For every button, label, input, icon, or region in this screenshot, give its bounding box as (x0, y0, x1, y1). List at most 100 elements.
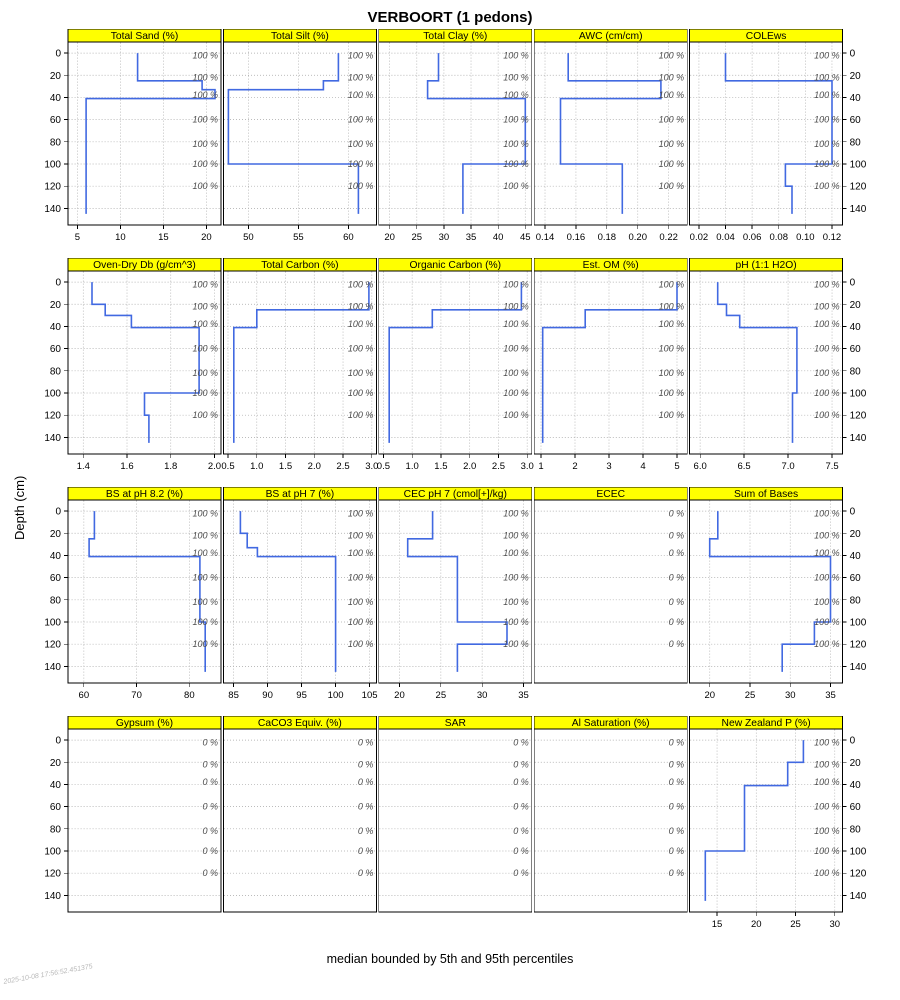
contributing-fraction-label: 100 % (503, 639, 529, 649)
contributing-fraction-label: 100 % (192, 617, 218, 627)
panel-frame (222, 270, 377, 455)
panel-frame (67, 728, 222, 913)
panel-frame (67, 41, 222, 226)
contributing-fraction-label: 100 % (659, 72, 685, 82)
x-tick-label: 1.5 (434, 461, 447, 472)
depth-tick-label-left: 100 (44, 160, 61, 171)
x-tick-label: 6.5 (738, 461, 751, 472)
panel-cec-ph-7-cmol-kg: CEC pH 7 (cmol[+]/kg) 20 25 30 35 100 % 100 % 1… (378, 487, 533, 701)
panel-title: Est. OM (%) (583, 260, 639, 271)
depth-tick-label-right: 60 (850, 344, 862, 355)
panel-row-3: BS at pH 8.2 (%) 60 70 80 0 20 40 60 80 100 120 140… (44, 487, 867, 701)
contributing-fraction-label: 100 % (348, 301, 374, 311)
panel-oven-dry-db-g-cm-3: Oven-Dry Db (g/cm^3) 1.4 1.6 1.8 2.0 0 20 40 60 8… (44, 258, 222, 472)
depth-tick-label-right: 20 (850, 300, 862, 311)
panel-total-carbon: Total Carbon (%) 0.5 1.0 1.5 2.0 2.5 3.0 100 % 1… (221, 258, 378, 472)
contributing-fraction-label: 100 % (814, 759, 840, 769)
panel-ph-1-1-h2o: pH (1:1 H2O) 6.0 6.5 7.0 7.5 0 20 40 60 80 100 120 1… (689, 258, 867, 472)
profile-line (708, 511, 832, 672)
contributing-fraction-label: 100 % (503, 617, 529, 627)
contributing-fraction-label: 100 % (503, 159, 529, 169)
profile-line (541, 282, 678, 443)
contributing-fraction-label: 100 % (192, 508, 218, 518)
depth-tick-label-left: 100 (44, 389, 61, 400)
x-tick-label: 1.5 (279, 461, 292, 472)
contributing-fraction-label: 0 % (669, 617, 685, 627)
contributing-fraction-label: 100 % (192, 181, 218, 191)
contributing-fraction-label: 100 % (503, 573, 529, 583)
x-tick-label: 85 (228, 690, 239, 701)
panel-frame (533, 41, 688, 226)
contributing-fraction-label: 0 % (513, 846, 529, 856)
x-tick-label: 35 (518, 690, 529, 701)
x-tick-label: 25 (745, 690, 756, 701)
depth-tick-label-left: 80 (50, 824, 62, 835)
x-tick-label: 1.0 (250, 461, 263, 472)
x-tick-label: 55 (293, 232, 304, 243)
contributing-fraction-label: 100 % (814, 72, 840, 82)
depth-tick-label-left: 20 (50, 71, 62, 82)
contributing-fraction-label: 100 % (192, 573, 218, 583)
contributing-fraction-label: 100 % (814, 639, 840, 649)
x-tick-label: 20 (394, 690, 405, 701)
panel-ecec: ECEC 0 % 0 % 0 % 0 % 0 % 0 % 0 % (533, 487, 688, 684)
y-axis-label: Depth (cm) (12, 475, 27, 540)
contributing-fraction-label: 0 % (669, 846, 685, 856)
contributing-fraction-label: 100 % (192, 639, 218, 649)
x-tick-label: 60 (79, 690, 90, 701)
contributing-fraction-label: 0 % (202, 777, 218, 787)
contributing-fraction-label: 100 % (814, 548, 840, 558)
x-tick-label: 0.12 (823, 232, 842, 243)
x-tick-label: 2.0 (463, 461, 476, 472)
profile-line (406, 511, 508, 672)
depth-tick-label-right: 100 (850, 618, 867, 629)
contributing-fraction-label: 0 % (669, 826, 685, 836)
depth-tick-label-right: 140 (850, 891, 867, 902)
depth-tick-label-left: 100 (44, 618, 61, 629)
depth-tick-label-right: 120 (850, 869, 867, 880)
panel-frame (222, 499, 377, 684)
contributing-fraction-label: 100 % (348, 72, 374, 82)
x-tick-label: 0.22 (659, 232, 678, 243)
contributing-fraction-label: 100 % (659, 181, 685, 191)
depth-tick-label-left: 20 (50, 529, 62, 540)
contributing-fraction-label: 0 % (669, 777, 685, 787)
contributing-fraction-label: 100 % (659, 301, 685, 311)
panel-title: Total Carbon (%) (261, 260, 338, 271)
panel-bs-at-ph-7: BS at pH 7 (%) 85 90 95 100 105 100 % 100 % 100 … (222, 487, 378, 701)
contributing-fraction-label: 100 % (814, 573, 840, 583)
contributing-fraction-label: 100 % (192, 597, 218, 607)
x-tick-label: 10 (115, 232, 126, 243)
x-tick-label: 6.0 (694, 461, 707, 472)
x-tick-label: 20 (704, 690, 715, 701)
x-tick-label: 25 (411, 232, 422, 243)
contributing-fraction-label: 0 % (202, 868, 218, 878)
contributing-fraction-label: 100 % (814, 368, 840, 378)
panel-total-sand: Total Sand (%) 5 10 15 20 0 20 40 60 80 100 120 140 1… (44, 29, 222, 243)
profile-line (91, 282, 200, 443)
profile-line (227, 53, 360, 214)
contributing-fraction-label: 0 % (358, 846, 374, 856)
contributing-fraction-label: 100 % (192, 279, 218, 289)
contributing-fraction-label: 100 % (659, 90, 685, 100)
panel-title: New Zealand P (%) (722, 718, 811, 729)
contributing-fraction-label: 100 % (348, 573, 374, 583)
depth-tick-label-right: 120 (850, 640, 867, 651)
panel-frame (222, 41, 377, 226)
x-tick-label: 100 (328, 690, 344, 701)
profile-line (85, 53, 216, 214)
panel-title: Al Saturation (%) (572, 718, 650, 729)
contributing-fraction-label: 100 % (348, 530, 374, 540)
depth-tick-label-right: 120 (850, 182, 867, 193)
panel-title: Sum of Bases (734, 489, 798, 500)
depth-tick-label-left: 40 (50, 780, 62, 791)
x-tick-label: 25 (436, 690, 447, 701)
panel-title: BS at pH 8.2 (%) (106, 489, 183, 500)
panel-title: CaCO3 Equiv. (%) (258, 718, 342, 729)
contributing-fraction-label: 100 % (503, 139, 529, 149)
x-tick-label: 4 (640, 461, 645, 472)
x-tick-label: 70 (131, 690, 142, 701)
panel-sar: SAR 0 % 0 % 0 % 0 % 0 % 0 % 0 % (378, 716, 533, 913)
contributing-fraction-label: 100 % (192, 72, 218, 82)
panel-frame (689, 728, 843, 913)
